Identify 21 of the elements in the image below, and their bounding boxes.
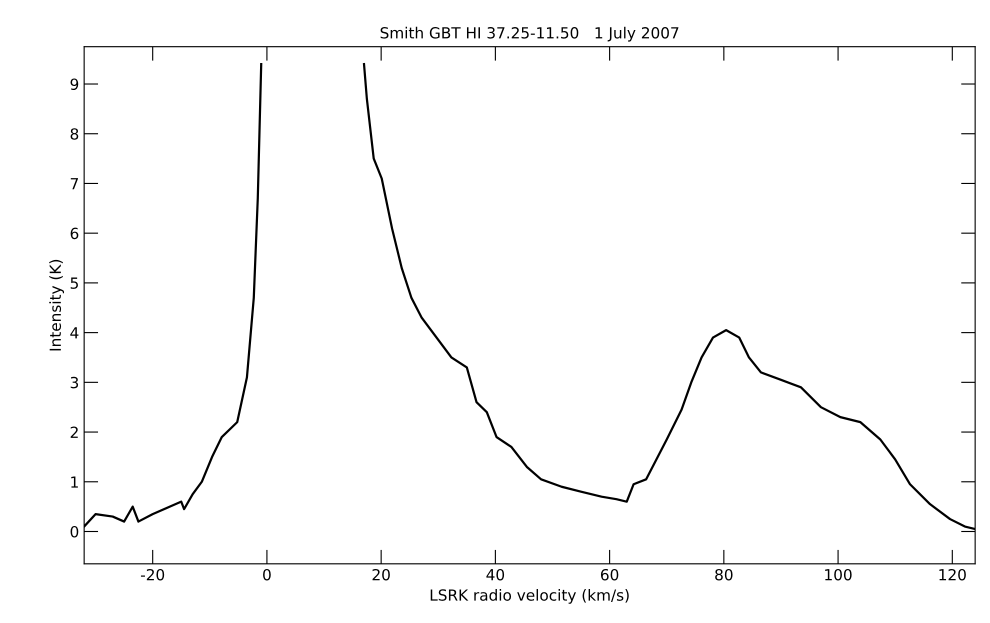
y-tick-label: 2 <box>70 426 78 438</box>
chart-title: Smith GBT HI 37.25-11.50 1 July 2007 <box>380 26 678 42</box>
y-tick-label: 1 <box>71 476 78 488</box>
x-tick-label: 100 <box>825 568 852 580</box>
x-tick-label: 0 <box>263 568 271 580</box>
x-tick-label: 20 <box>372 568 390 580</box>
y-tick-label: 0 <box>70 526 78 538</box>
x-axis-title: LSRK radio velocity (km/s) <box>430 589 629 604</box>
y-tick-label: 7 <box>70 178 78 190</box>
y-tick-label: 6 <box>70 228 78 240</box>
y-axis-title: Intensity (K) <box>49 260 64 350</box>
x-tick-label: 120 <box>939 568 966 580</box>
y-tick-label: 3 <box>70 376 78 388</box>
x-tick-label: 40 <box>486 568 504 580</box>
y-tick-label: 8 <box>70 128 78 140</box>
x-tick-label: -20 <box>140 568 164 580</box>
y-tick-label: 9 <box>70 78 78 90</box>
y-tick-label: 5 <box>70 278 78 289</box>
y-tick-label: 4 <box>70 327 78 338</box>
x-tick-label: 60 <box>600 568 618 580</box>
x-tick-label: 80 <box>715 568 733 580</box>
